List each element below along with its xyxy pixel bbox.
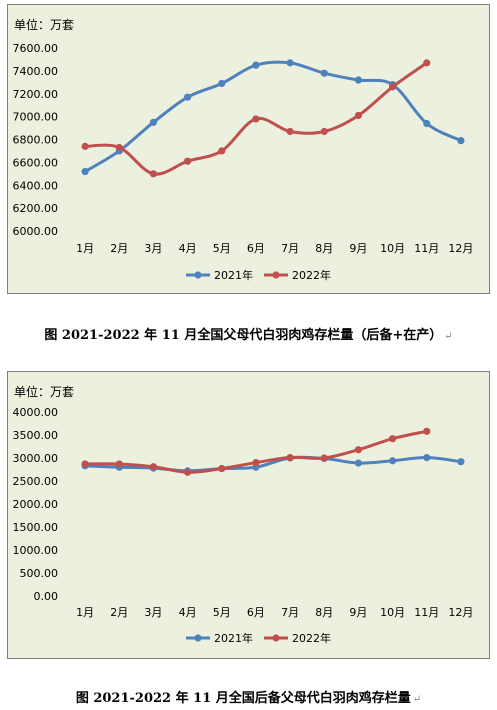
legend-label: 2021年 [214,631,253,645]
x-tick-label: 11月 [414,242,439,255]
data-point [81,142,89,150]
y-tick-label: 6200.00 [13,202,59,215]
data-point [218,147,226,155]
y-tick-label: 6400.00 [13,179,59,192]
data-point [183,468,192,476]
data-point [252,61,260,69]
data-point [423,59,431,67]
chart-1-caption: 图 2021-2022 年 11 月全国父母代白羽肉鸡存栏量（后备+在产） ↵ [0,324,497,343]
x-tick-label: 9月 [349,606,367,619]
y-tick-label: 6600.00 [13,156,59,169]
data-point [320,127,328,136]
return-mark-icon: ↵ [444,331,453,342]
y-tick-label: 4000.00 [13,406,59,419]
data-point [183,157,192,165]
data-point [388,83,397,91]
chart-1-unit-label: 单位：万套 [14,18,75,32]
legend-label: 2022年 [292,631,331,645]
y-tick-label: 7200.00 [13,88,59,101]
legend-marker-icon [194,271,202,279]
data-point [286,127,294,136]
data-point [354,76,363,84]
x-tick-label: 12月 [448,606,473,619]
legend-marker-icon [272,634,280,642]
x-tick-label: 11月 [414,606,439,619]
chart-1-panel: 单位：万套 6000.00 6200.00 6400.00 6600.00 6800.0… [7,4,490,294]
chart-2-plot: 0.00 500.00 1000.00 1500.00 2000.00 2500.00 30… [13,406,474,645]
y-tick-label: 3000.00 [13,452,59,465]
data-point [218,79,226,88]
chart-1-caption-text: 图 2021-2022 年 11 月全国父母代白羽肉鸡存栏量（后备+在产） [44,328,443,343]
x-tick-label: 2月 [110,242,128,255]
data-point [354,446,363,454]
x-tick-label: 6月 [247,606,265,619]
chart-2-caption: 图 2021-2022 年 11 月全国后备父母代白羽肉鸡存栏量 ↵ [0,687,497,706]
x-tick-label: 1月 [76,606,94,619]
data-point [457,137,465,145]
x-tick-label: 5月 [213,606,231,619]
chart-2-caption-text: 图 2021-2022 年 11 月全国后备父母代白羽肉鸡存栏量 [75,691,411,706]
data-point [149,463,158,471]
y-tick-label: 7400.00 [13,65,59,78]
data-point [149,118,158,126]
data-point [320,69,328,77]
data-point [354,459,363,467]
y-tick-label: 500.00 [20,567,59,580]
data-point [252,115,260,123]
data-point [81,167,89,176]
data-point [423,453,431,462]
x-tick-label: 7月 [281,606,299,619]
legend-label: 2021年 [214,268,253,282]
data-point [149,170,158,178]
x-tick-label: 5月 [213,242,231,255]
y-tick-label: 7600.00 [13,42,59,55]
data-point [115,143,123,152]
data-point [423,119,431,128]
data-point [183,93,192,101]
data-point [81,460,89,468]
return-mark-icon: ↵ [412,694,422,705]
y-tick-label: 2000.00 [13,498,59,511]
data-point [388,435,397,443]
data-point [286,453,294,462]
x-tick-label: 2月 [110,606,128,619]
x-tick-label: 3月 [144,606,162,619]
data-point [252,459,260,467]
x-tick-label: 3月 [144,242,162,255]
y-tick-label: 2500.00 [13,475,59,488]
data-point [457,458,465,466]
legend-label: 2022年 [292,268,331,282]
y-tick-label: 1000.00 [13,544,59,557]
x-tick-label: 12月 [448,242,473,255]
legend-marker-icon [194,634,202,642]
x-tick-label: 8月 [315,606,333,619]
y-tick-label: 6800.00 [13,134,59,147]
data-point [320,454,328,462]
x-tick-label: 9月 [349,242,367,255]
legend-marker-icon [272,271,280,279]
x-tick-label: 7月 [281,242,299,255]
y-tick-label: 3500.00 [13,429,59,442]
x-tick-label: 4月 [179,606,197,619]
x-tick-label: 4月 [179,242,197,255]
data-point [286,59,294,67]
x-tick-label: 10月 [380,242,405,255]
x-tick-label: 8月 [315,242,333,255]
data-point [218,464,226,473]
x-tick-label: 10月 [380,606,405,619]
y-tick-label: 1500.00 [13,521,59,534]
chart-1-plot: 6000.00 6200.00 6400.00 6600.00 6800.00 7000.… [13,42,474,282]
x-tick-label: 1月 [76,242,94,255]
y-tick-label: 6000.00 [13,225,59,238]
data-point [388,457,397,465]
data-point [115,460,123,468]
y-tick-label: 0.00 [34,590,59,603]
chart-2-panel: 单位：万套 0.00 500.00 1000.00 1500.00 2000.00 250… [7,371,490,659]
data-point [354,111,363,120]
data-point [423,427,431,435]
y-tick-label: 7000.00 [13,111,59,124]
x-tick-label: 6月 [247,242,265,255]
chart-2-unit-label: 单位：万套 [14,385,75,399]
